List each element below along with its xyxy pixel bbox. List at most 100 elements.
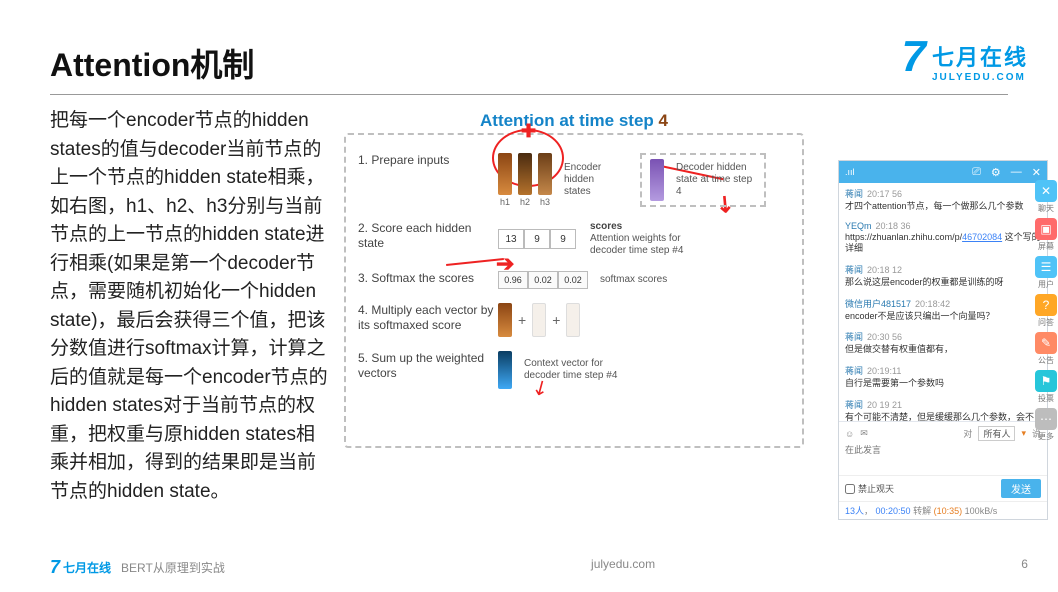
chat-status-bar: 13人， 00:20:50 转解 (10:35) 100kB/s [839, 501, 1047, 519]
step2-label: 2. Score each hidden state [358, 221, 498, 251]
chat-message: 蒋闻20 19 21有个可能不清楚，但是缓缓那么几个参数，会不会收敛不了？ [845, 398, 1041, 421]
send-button[interactable]: 发送 [1001, 479, 1041, 498]
chat-message: 微信用户48151720:18:42encoder不是应该只编出一个向量吗？ [845, 297, 1041, 323]
bitrate: 100kB/s [965, 506, 998, 516]
diagram-step-num: 4 [659, 111, 668, 130]
encoder-bar [518, 153, 532, 195]
diagram-step-2: 2. Score each hidden state 13 9 9 scores… [358, 221, 790, 257]
side-tool-icon: ⋯ [1035, 408, 1057, 430]
time-offset: (10:35) [934, 506, 963, 516]
side-tool-icon: ✕ [1035, 180, 1057, 202]
site-url: julyedu.com [591, 557, 655, 578]
brand-logo: 7 七月在线 JULYEDU.COM [902, 40, 1029, 83]
course-name: BERT从原理到实战 [121, 559, 225, 576]
side-tool[interactable]: ☰用户 [1035, 256, 1057, 290]
score-box: 13 [498, 229, 524, 249]
footer-brand: 七月在线 [63, 559, 111, 576]
weighted-bar [498, 303, 512, 337]
side-tool[interactable]: ▣屏幕 [1035, 218, 1057, 252]
chat-textarea[interactable] [845, 443, 1041, 469]
side-tool-icon: ▣ [1035, 218, 1057, 240]
weighted-bar [566, 303, 580, 337]
softmax-box: 0.96 [498, 271, 528, 289]
people-count: 13人 [845, 506, 864, 516]
chat-message: 蒋闻20:30 56但是做交替有权重值都有， [845, 330, 1041, 356]
side-tool[interactable]: ⚑投票 [1035, 370, 1057, 404]
context-vector-bar [498, 351, 512, 389]
side-tool-label: 问答 [1035, 317, 1057, 328]
page-number: 6 [1021, 557, 1028, 578]
slide-footer: 7 七月在线 BERT从原理到实战 julyedu.com 6 [50, 557, 1028, 578]
enc-label-h3: h3 [538, 197, 552, 207]
chat-header: .ııl ⎚ ⚙ — ✕ [839, 161, 1047, 183]
brand-seven: 7 [902, 42, 926, 73]
side-tool-label: 用户 [1035, 279, 1057, 290]
scores-caption: Attention weights for decoder time step … [590, 233, 700, 257]
layout-icon[interactable]: ⎚ [972, 166, 981, 179]
side-tool-icon: ? [1035, 294, 1057, 316]
context-label: Context vector for decoder time step #4 [524, 358, 634, 382]
side-tool-label: 更多 [1035, 431, 1057, 442]
target-select[interactable]: 所有人 [978, 426, 1015, 441]
plus-icon: + [552, 312, 560, 328]
step1-label: 1. Prepare inputs [358, 153, 498, 168]
side-tool[interactable]: ✕聊天 [1035, 180, 1057, 214]
side-tool-icon: ✎ [1035, 332, 1057, 354]
encoder-bar [498, 153, 512, 195]
side-tool-label: 投票 [1035, 393, 1057, 404]
side-tool-label: 聊天 [1035, 203, 1057, 214]
side-tool[interactable]: ?问答 [1035, 294, 1057, 328]
decoder-side-label: Decoder hidden state at time step 4 [676, 162, 756, 198]
softmax-box: 0.02 [558, 271, 588, 289]
chat-message: 蒋闻20:19:11自行是需要第一个参数吗 [845, 364, 1041, 390]
diagram-step-5: 5. Sum up the weighted vectors Context v… [358, 351, 790, 389]
diagram-title: Attention at time step 4 [344, 111, 804, 131]
score-box: 9 [550, 229, 576, 249]
side-icon-strip: ✕聊天▣屏幕☰用户?问答✎公告⚑投票⋯更多 [1032, 180, 1058, 442]
brand-cn: 七月在线 [932, 40, 1028, 72]
diagram-step-3: 3. Softmax the scores 0.96 0.02 0.02 sof… [358, 271, 790, 289]
step3-label: 3. Softmax the scores [358, 271, 498, 286]
mail-icon[interactable]: ✉ [860, 428, 868, 439]
target-label: 对 [963, 427, 972, 440]
annotation-line [446, 258, 504, 266]
chat-message: 蒋闻20:17 56才四个attention节点，每一个做那么几个参数 [845, 187, 1041, 213]
chat-footer: 禁止观天 发送 [839, 475, 1047, 501]
footer-logo: 7 七月在线 [50, 557, 111, 578]
chat-panel: .ııl ⎚ ⚙ — ✕ 蒋闻20:17 56才四个attention节点，每一… [838, 160, 1048, 520]
page-title: Attention机制 [50, 40, 1008, 86]
side-tool[interactable]: ⋯更多 [1035, 408, 1057, 442]
side-tool[interactable]: ✎公告 [1035, 332, 1057, 366]
chat-input-area: ☺ ✉ 对 所有人 ▾ 说 [839, 421, 1047, 475]
plus-icon: + [518, 312, 526, 328]
chat-body[interactable]: 蒋闻20:17 56才四个attention节点，每一个做那么几个参数 YEQm2… [839, 183, 1047, 421]
encoder-bar [538, 153, 552, 195]
chat-message: 蒋闻20:18 12那么说这层encoder的权重都是训练的呀 [845, 263, 1041, 289]
close-icon[interactable]: ✕ [1032, 166, 1041, 179]
enc-label-h1: h1 [498, 197, 512, 207]
diagram-step-1: 1. Prepare inputs h1 h2 h3 Encoder hidde… [358, 153, 790, 207]
mute-label: 禁止观天 [858, 482, 894, 495]
mute-checkbox[interactable]: 禁止观天 [845, 482, 894, 495]
brand-en: JULYEDU.COM [932, 72, 1028, 83]
encoder-side-label: Encoder hidden states [564, 162, 610, 198]
gear-icon[interactable]: ⚙ [991, 166, 1001, 179]
side-tool-label: 公告 [1035, 355, 1057, 366]
step4-label: 4. Multiply each vector by its softmaxed… [358, 303, 498, 333]
minimize-icon[interactable]: — [1011, 166, 1022, 178]
step5-label: 5. Sum up the weighted vectors [358, 351, 498, 381]
diagram-step-4: 4. Multiply each vector by its softmaxed… [358, 303, 790, 337]
chat-message: YEQm20:18 36https://zhuanlan.zhihu.com/p… [845, 221, 1041, 255]
title-rule [50, 94, 1008, 95]
stream-mode: 转解 [913, 506, 931, 516]
decoder-bar [650, 159, 664, 201]
weighted-bar [532, 303, 546, 337]
attention-diagram: ✚ ↘ ➔ ↙ 1. Prepare inputs h1 h2 h3 En [344, 133, 804, 448]
body-text: 把每一个encoder节点的hidden states的值与decoder当前节… [50, 107, 330, 506]
enc-label-h2: h2 [518, 197, 532, 207]
emoji-icon[interactable]: ☺ [845, 429, 854, 439]
softmax-box: 0.02 [528, 271, 558, 289]
score-box: 9 [524, 229, 550, 249]
side-tool-label: 屏幕 [1035, 241, 1057, 252]
side-tool-icon: ⚑ [1035, 370, 1057, 392]
